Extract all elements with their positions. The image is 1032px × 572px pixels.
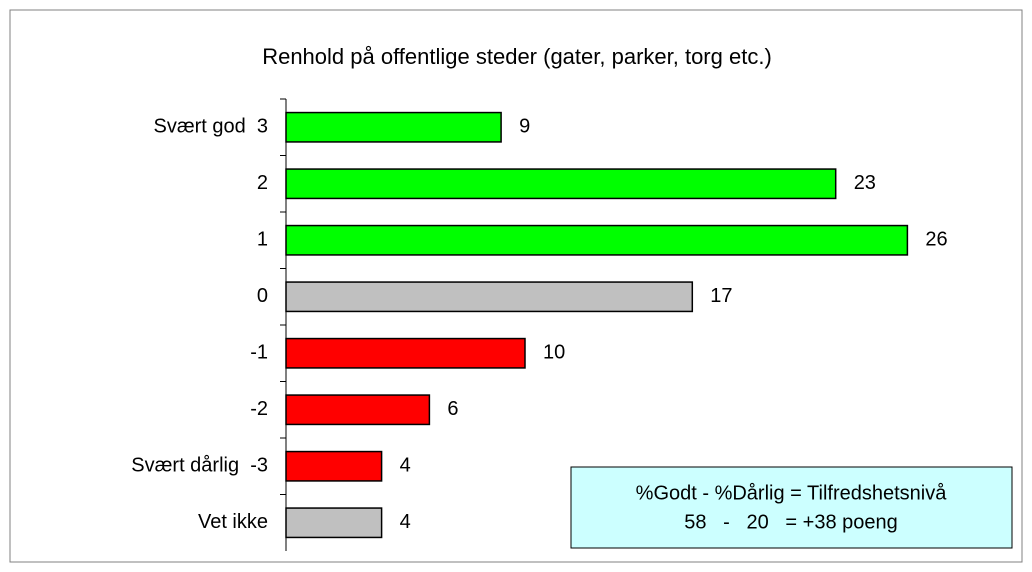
bar [285, 111, 502, 143]
value-label: 4 [400, 455, 411, 477]
y-tick-label: Svært god 3 [153, 116, 268, 138]
bar [285, 450, 383, 482]
annotation: 58 - 20 = +38 poeng [684, 511, 898, 533]
bar [285, 168, 837, 200]
bar [285, 337, 526, 369]
value-label: 17 [710, 285, 732, 307]
y-tick-label: 0 [257, 285, 268, 307]
value-label: 10 [543, 342, 565, 364]
y-tick-label: -2 [250, 398, 268, 420]
y-tick-label: Svært dårlig -3 [131, 455, 268, 477]
bar [285, 224, 909, 256]
bar [285, 507, 383, 539]
y-tick-label: 1 [257, 229, 268, 251]
value-label: 26 [925, 229, 947, 251]
bar [285, 394, 431, 426]
chart-title: Renhold på offentlige steder (gater, par… [262, 44, 772, 69]
value-label: 9 [519, 116, 530, 138]
y-tick-label: Vet ikke [198, 511, 268, 533]
annotation: %Godt - %Dårlig = Tilfredshetsnivå [636, 482, 948, 504]
y-tick-label: 2 [257, 172, 268, 194]
value-label: 4 [400, 511, 411, 533]
bar [285, 281, 694, 313]
y-tick-label: -1 [250, 342, 268, 364]
value-label: 23 [854, 172, 876, 194]
annotation-box [570, 466, 1013, 549]
value-label: 6 [447, 398, 458, 420]
